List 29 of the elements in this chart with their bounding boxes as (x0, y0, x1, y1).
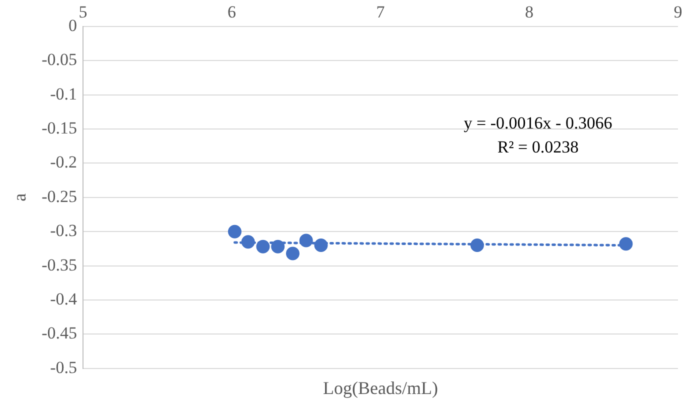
point (299, 234, 313, 248)
annotation: y = -0.0016x - 0.3066 (464, 113, 612, 132)
y-tick-label: -0.45 (42, 324, 78, 343)
point (271, 240, 285, 254)
point (256, 240, 270, 254)
x-tick-label: 7 (376, 2, 386, 22)
y-tick-label: -0.5 (50, 358, 78, 377)
y-tick-label: -0.1 (50, 84, 78, 104)
y-tick-label: -0.25 (42, 186, 78, 206)
x-tick-label: 5 (78, 2, 88, 22)
x-axis-title: Log(Beads/mL) (323, 378, 438, 398)
y-tick-label: -0.35 (42, 255, 78, 274)
y-tick-label: -0.3 (50, 221, 78, 240)
y-axis-title: a (10, 193, 30, 202)
y-tick-label: -0.2 (50, 152, 78, 172)
x-tick-label: 9 (674, 2, 682, 22)
y-tick-label: -0.05 (42, 50, 78, 70)
point (228, 224, 242, 238)
y-tick-label: -0.15 (42, 118, 78, 138)
point (314, 238, 328, 252)
point (619, 237, 633, 251)
x-tick-label: 6 (228, 2, 236, 22)
y-tick-label: -0.4 (50, 289, 78, 308)
point (470, 238, 484, 252)
annotation: R² = 0.0238 (497, 137, 579, 156)
y-tick-label: 0 (68, 16, 78, 35)
point (286, 246, 300, 260)
point (241, 235, 255, 249)
x-tick-label: 8 (525, 2, 534, 22)
